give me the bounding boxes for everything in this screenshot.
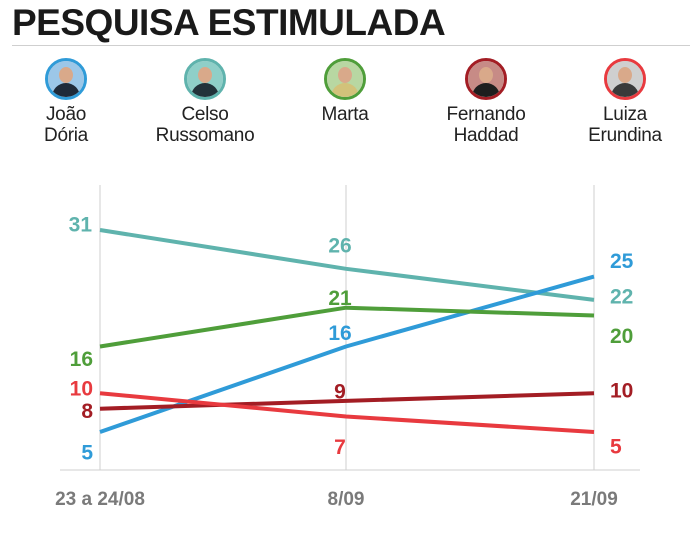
data-label: 5 [610, 436, 622, 459]
series-line-1 [99, 274, 595, 434]
data-label: 16 [328, 322, 351, 345]
title-divider [12, 45, 690, 46]
candidate-luiza-erundina: Luiza Erundina [565, 58, 685, 146]
candidate-joao-doria: João Dória [6, 58, 126, 146]
data-label: 10 [610, 380, 633, 403]
candidate-first-name: Luiza [603, 104, 647, 125]
data-label: 10 [70, 378, 93, 401]
data-label: 25 [610, 250, 634, 273]
data-label: 16 [70, 348, 93, 371]
candidate-first-name: João [45, 104, 86, 125]
candidate-first-name: Celso [181, 104, 229, 125]
chart-title: PESQUISA ESTIMULADA [12, 2, 446, 43]
series-line-4 [99, 391, 595, 434]
data-label: 31 [69, 214, 93, 237]
data-label: 5 [81, 442, 93, 465]
avatar [184, 58, 226, 100]
x-tick-label: 21/09 [570, 489, 618, 510]
series-line-3 [99, 391, 595, 411]
candidate-marta: Marta [285, 58, 405, 125]
avatar [324, 58, 366, 100]
x-tick-label: 23 a 24/08 [55, 489, 145, 510]
candidate-last-name: Dória [44, 125, 88, 146]
candidate-last-name: Erundina [588, 125, 662, 146]
candidate-first-name: Marta [321, 104, 369, 125]
candidate-first-name: Fernando [446, 104, 526, 125]
candidate-last-name: Haddad [453, 125, 519, 146]
candidate-celso-russomano: Celso Russomano [145, 58, 265, 146]
x-tick-label: 8/09 [328, 489, 365, 510]
data-label: 22 [610, 285, 633, 308]
series-line-2 [99, 305, 595, 349]
avatar [604, 58, 646, 100]
candidate-last-name: Russomano [155, 125, 255, 146]
data-label: 26 [328, 234, 351, 257]
data-label: 9 [334, 380, 346, 403]
data-label: 7 [334, 436, 346, 459]
data-label: 21 [328, 287, 352, 310]
avatar [465, 58, 507, 100]
series-line-0 [99, 228, 595, 302]
candidate-fernando-haddad: Fernando Haddad [426, 58, 546, 146]
data-label: 20 [610, 325, 633, 348]
avatar [45, 58, 87, 100]
data-label: 8 [81, 400, 93, 423]
